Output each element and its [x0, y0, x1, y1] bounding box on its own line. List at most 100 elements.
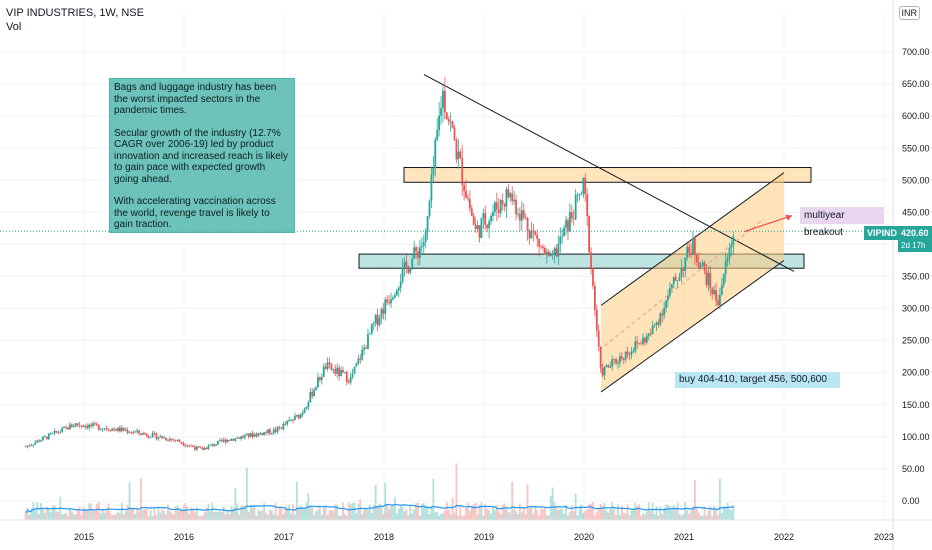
volume-bar — [567, 515, 569, 520]
volume-bar — [124, 511, 127, 520]
symbol-price-tag: VIPIND — [864, 226, 904, 240]
candle-body — [161, 436, 164, 439]
candle-body — [330, 363, 333, 370]
candle-body — [443, 90, 446, 113]
volume-bar — [415, 503, 417, 520]
volume-bar — [38, 513, 41, 520]
candle-body — [88, 424, 91, 428]
symbol-title[interactable]: VIP INDUSTRIES, 1W, NSE — [6, 7, 144, 19]
candle-body — [192, 445, 194, 447]
volume-bar — [484, 503, 487, 520]
candle-body — [222, 439, 225, 442]
volume-bar — [686, 510, 689, 520]
candle-body — [84, 426, 87, 427]
candle-body — [124, 429, 127, 431]
indicator-label[interactable]: Vol — [6, 21, 22, 33]
volume-bar — [274, 502, 277, 520]
candle-body — [122, 427, 125, 431]
candle-body — [686, 246, 689, 258]
y-tick-label: 500.00 — [902, 175, 930, 185]
candle-body — [609, 366, 612, 368]
volume-bar — [474, 502, 477, 520]
candle-body — [355, 363, 358, 367]
analysis-note[interactable]: Bags and luggage industry has been the w… — [109, 78, 295, 233]
buy-target-callout[interactable]: buy 404-410, target 456, 500,600 — [675, 372, 840, 388]
x-tick-label: 2020 — [574, 532, 594, 542]
candle-body — [78, 424, 81, 426]
volume-bar — [330, 510, 333, 520]
volume-bar — [568, 511, 571, 520]
candle-body — [513, 199, 516, 202]
candle-body — [255, 434, 258, 437]
volume-bar — [605, 510, 608, 520]
volume-bar — [520, 512, 523, 520]
volume-bar — [161, 509, 164, 520]
volume-bar — [597, 509, 600, 520]
volume-bar — [215, 511, 217, 520]
candle-body — [270, 433, 273, 434]
candle-body — [357, 358, 360, 364]
volume-bar — [92, 509, 94, 520]
currency-badge[interactable]: INR — [898, 6, 920, 20]
volume-bar — [209, 511, 212, 520]
breakout-callout[interactable]: multiyear breakout — [800, 207, 884, 238]
candle-body — [655, 322, 658, 325]
candle-body — [649, 333, 652, 335]
volume-bar — [426, 505, 429, 520]
volume-bar — [111, 515, 114, 520]
candle-body — [378, 318, 381, 326]
candle-body — [274, 429, 277, 432]
candle-body — [570, 212, 573, 219]
candle-body — [209, 445, 212, 446]
candle-body — [559, 236, 562, 244]
candle-body — [45, 436, 48, 440]
candle-body — [663, 308, 666, 316]
resistance-zone — [403, 167, 812, 183]
volume-bar — [332, 511, 335, 520]
volume-bar — [345, 515, 348, 520]
volume-bar — [67, 515, 69, 520]
candle-body — [680, 267, 683, 277]
volume-bar — [70, 511, 73, 520]
candle-body — [97, 425, 100, 430]
volume-bar — [57, 511, 60, 520]
candle-body — [101, 428, 104, 430]
candle-body — [215, 444, 217, 446]
volume-bar — [247, 512, 250, 520]
candle-body — [261, 433, 264, 436]
candle-body — [305, 407, 308, 409]
candle-body — [40, 440, 42, 442]
candle-body — [132, 432, 135, 434]
candles — [24, 76, 735, 452]
volume-bar — [199, 515, 202, 520]
volume-bar — [728, 509, 731, 520]
candle-body — [551, 253, 554, 255]
volume-bar — [570, 505, 573, 520]
candle-body — [242, 436, 244, 438]
volume-bar — [211, 502, 214, 520]
candle-body — [95, 423, 98, 426]
volume-bar — [190, 507, 192, 520]
candle-body — [138, 430, 141, 434]
candle-body — [217, 440, 219, 445]
volume-bar — [428, 514, 431, 520]
volume-bar — [726, 502, 729, 520]
candle-body — [63, 426, 66, 428]
candle-body — [313, 389, 316, 397]
volume-bar — [724, 506, 727, 520]
volume-bar — [620, 505, 623, 520]
candle-body — [547, 251, 550, 257]
volume-bar — [93, 510, 96, 520]
volume-bar — [270, 510, 273, 520]
candle-body — [188, 445, 191, 447]
candle-body — [293, 415, 296, 420]
volume-bar — [218, 511, 221, 520]
volume-bar — [42, 507, 44, 520]
volume-bar — [357, 503, 360, 520]
x-tick-label: 2019 — [474, 532, 494, 542]
candle-body — [349, 376, 352, 383]
volume-bar — [538, 515, 541, 520]
candle-body — [517, 213, 519, 215]
volume-bar — [172, 514, 175, 520]
volume-bar — [351, 502, 354, 520]
